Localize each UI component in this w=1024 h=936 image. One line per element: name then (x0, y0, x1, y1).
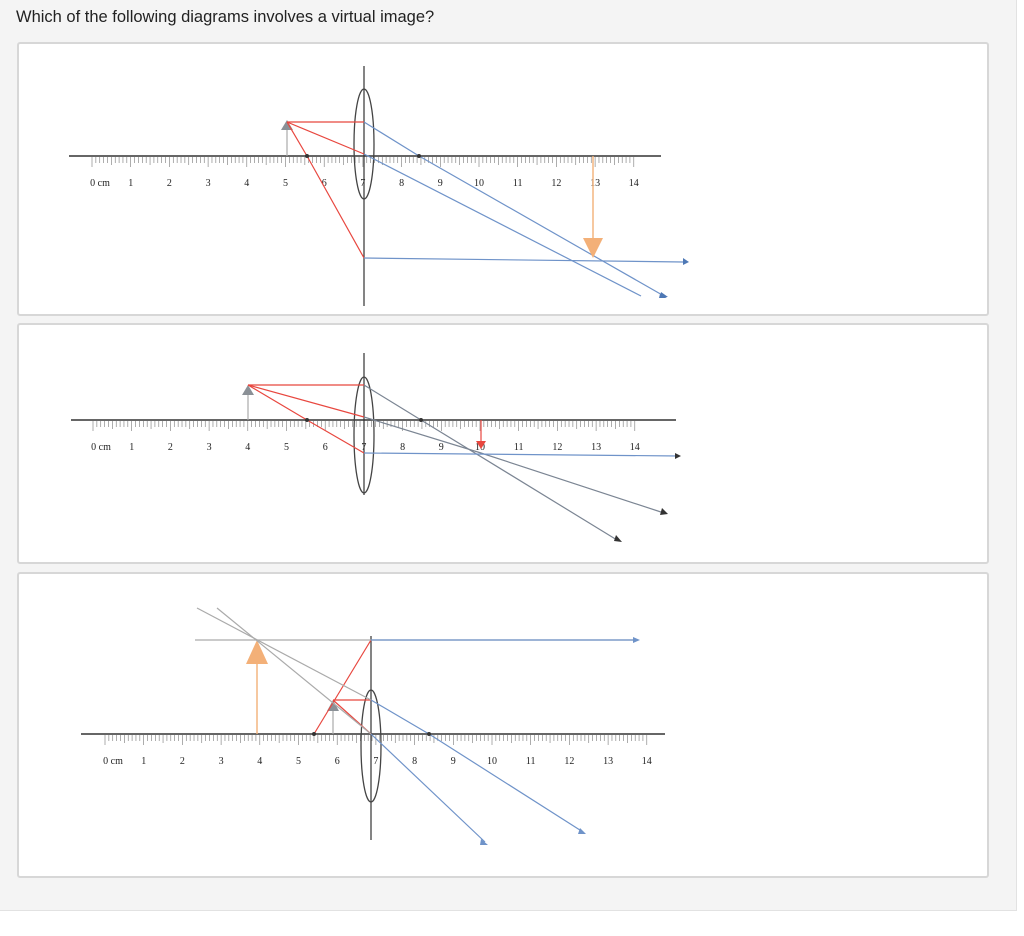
ray-focal-red (286, 121, 365, 259)
ruler-label: 1 (129, 442, 134, 453)
ruler-label: 3 (219, 756, 224, 767)
extension-line-gray (196, 607, 372, 701)
ray-refracted-blue-2 (363, 153, 642, 297)
option-c-diagram: 0 cm 1 2 3 4 5 6 7 8 9 10 11 12 13 14 (81, 607, 665, 845)
ruler-label: 11 (526, 756, 536, 767)
ray-refracted-blue-1 (363, 121, 665, 297)
focal-point (427, 732, 431, 736)
arrowhead-icon (675, 453, 681, 459)
ray-refracted-blue-2 (370, 699, 584, 833)
ruler-label: 8 (412, 756, 417, 767)
ruler-label: 6 (323, 442, 328, 453)
ruler-label: 13 (591, 442, 601, 453)
image-arrow (476, 441, 486, 449)
ray-center-red (247, 384, 365, 418)
object-arrow (242, 385, 254, 395)
arrowhead-icon (633, 637, 640, 643)
ruler-label: 12 (551, 178, 561, 189)
ruler-label: 0 cm (103, 756, 123, 767)
arrowhead-icon (480, 839, 488, 845)
ruler-label: 8 (399, 178, 404, 189)
focal-point (419, 418, 423, 422)
ruler-label: 3 (207, 442, 212, 453)
option-a-card[interactable]: 0 cm 1 2 3 4 5 6 7 8 9 10 11 12 13 14 (17, 42, 989, 316)
ray-refracted-blue (363, 452, 680, 457)
image-arrow (583, 238, 603, 258)
ray-refracted-gray-1 (363, 384, 618, 541)
ruler-label: 0 cm (90, 178, 110, 189)
ruler-label: 8 (400, 442, 405, 453)
ray-refracted-blue-3 (370, 733, 486, 843)
ruler-label: 9 (451, 756, 456, 767)
ruler-label: 14 (629, 178, 639, 189)
focal-point (305, 418, 309, 422)
ruler-label: 14 (630, 442, 640, 453)
focal-point (312, 732, 316, 736)
ruler-label: 2 (168, 442, 173, 453)
ruler-label: 3 (206, 178, 211, 189)
question-panel: Which of the following diagrams involves… (0, 0, 1017, 911)
arrowhead-icon (614, 535, 622, 542)
ruler-label: 9 (438, 178, 443, 189)
arrowhead-icon (578, 828, 586, 834)
virtual-image-arrow (246, 640, 268, 664)
ruler-label: 10 (474, 178, 484, 189)
ruler-label: 13 (603, 756, 613, 767)
ruler-label: 4 (245, 442, 250, 453)
ruler-label: 9 (439, 442, 444, 453)
focal-point (417, 154, 421, 158)
question-text: Which of the following diagrams involves… (16, 8, 435, 26)
ruler-label: 5 (283, 178, 288, 189)
ruler-label: 4 (244, 178, 249, 189)
arrowhead-icon (659, 294, 667, 298)
convex-lens (353, 376, 375, 494)
ray-refracted-gray-2 (363, 416, 665, 514)
extension-line-gray (216, 607, 372, 735)
ruler-label: 2 (167, 178, 172, 189)
option-a-diagram: 0 cm 1 2 3 4 5 6 7 8 9 10 11 12 13 14 (69, 66, 689, 306)
ruler-label: 7 (373, 756, 378, 767)
ruler-label: 10 (475, 442, 485, 453)
convex-lens (360, 689, 382, 803)
ruler-label: 7 (360, 178, 365, 189)
arrowhead-icon (683, 258, 689, 265)
ruler-label: 14 (642, 756, 652, 767)
ruler-label: 10 (487, 756, 497, 767)
ruler-label: 2 (180, 756, 185, 767)
convex-lens (353, 88, 375, 200)
ray-center-red (286, 121, 365, 155)
ruler-label: 5 (296, 756, 301, 767)
ruler-label: 4 (257, 756, 262, 767)
ray-refracted-blue-3 (363, 257, 684, 263)
ruler-label: 11 (514, 442, 524, 453)
ruler-label: 12 (564, 756, 574, 767)
ruler-label: 1 (128, 178, 133, 189)
ray-focal-red (313, 639, 372, 735)
focal-point (305, 154, 309, 158)
ruler-label: 6 (322, 178, 327, 189)
arrowhead-icon (660, 508, 668, 515)
ruler-label: 1 (141, 756, 146, 767)
ruler-label: 0 cm (91, 442, 111, 453)
ruler-label: 11 (513, 178, 523, 189)
ruler-label: 5 (284, 442, 289, 453)
option-c-card[interactable]: 0 cm 1 2 3 4 5 6 7 8 9 10 11 12 13 14 (17, 572, 989, 878)
ruler-label: 13 (590, 178, 600, 189)
ruler-label: 6 (335, 756, 340, 767)
ruler-label: 12 (552, 442, 562, 453)
